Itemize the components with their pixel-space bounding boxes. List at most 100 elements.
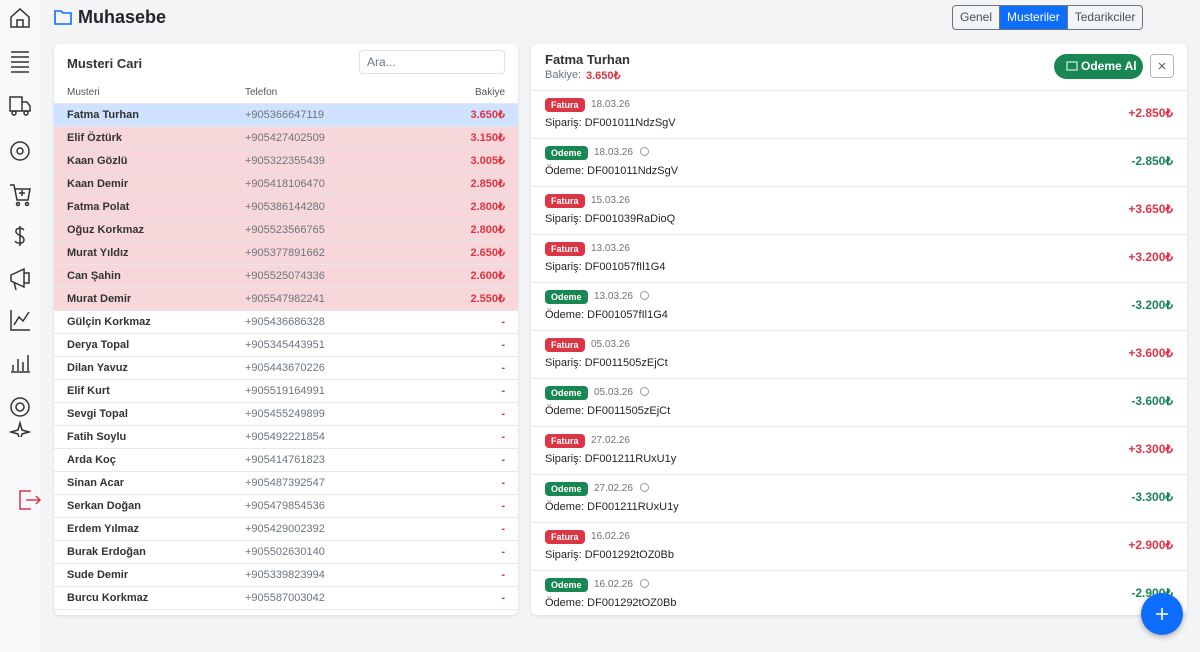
customer-row[interactable]: Can Şahin +905525074336 2.600₺ [54,265,518,288]
table-header: Musteri Telefon Bakiye [54,82,518,104]
transaction-item: Odeme 16.02.26 Ödeme: DF001292tOZ0Bb -2.900… [531,571,1187,615]
info-icon [640,483,649,492]
customer-row[interactable]: Arda Koç +905414761823 - [54,449,518,472]
customer-name: Sinan Acar [67,477,125,489]
customer-row[interactable]: Fatma Polat +905386144280 2.800₺ [54,196,518,219]
transaction-description: Sipariş: DF0011505zEjCt [545,357,668,369]
customer-row[interactable]: Sinan Acar +905487392547 - [54,472,518,495]
customer-balance: - [501,592,505,604]
close-icon [1158,62,1166,70]
money-icon [1066,61,1078,71]
balance-label: Bakiye: [545,69,582,81]
customer-row[interactable]: Fatih Soylu +905492221854 - [54,426,518,449]
customer-name: Burak Erdoğan [67,546,146,558]
logout-icon[interactable] [18,489,42,513]
customer-name: Murat Yıldız [67,247,129,259]
customer-row[interactable]: Kaan Gözlü +905322355439 3.005₺ [54,150,518,173]
customer-balance: - [501,316,505,328]
transaction-amount: +3.600₺ [1128,346,1173,360]
transaction-item: Fatura 16.02.26 Sipariş: DF001292tOZ0Bb +2.… [531,523,1187,571]
transaction-item: Odeme 13.03.26 Ödeme: DF001057fIl1G4 -3.200… [531,283,1187,331]
search-input[interactable]: Ara... [359,50,505,74]
customer-balance: - [501,500,505,512]
add-button[interactable] [1141,593,1183,635]
customer-row[interactable]: Elif Öztürk +905427402509 3.150₺ [54,127,518,150]
transaction-description: Ödeme: DF001211RUxU1y [545,501,679,513]
customer-phone: +905366647119 [245,109,325,121]
type-badge: Fatura [545,98,585,112]
customer-row[interactable]: Oğuz Korkmaz +905523566765 2.800₺ [54,219,518,242]
customer-balance: 2.600₺ [470,270,505,282]
info-icon [640,579,649,588]
tab[interactable]: Tedarikciler [1066,6,1143,29]
customer-balance: - [501,569,505,581]
tab[interactable]: Musteriler [999,6,1067,29]
transaction-amount: -3.200₺ [1131,298,1173,312]
customer-name: Arda Koç [67,454,116,466]
transaction-item: Odeme 18.03.26 Ödeme: DF001011NdzSgV -2.850… [531,139,1187,187]
transaction-item: Fatura 15.03.26 Sipariş: DF001039RaDioQ +3.… [531,187,1187,235]
type-badge: Fatura [545,242,585,256]
type-badge: Odeme [545,386,588,400]
transaction-item: Fatura 13.03.26 Sipariş: DF001057fIl1G4 +3.… [531,235,1187,283]
detail-panel: Fatma Turhan Bakiye: 3.650₺ Odeme Al Fat… [531,44,1187,615]
close-button[interactable] [1150,54,1174,78]
payment-button[interactable]: Odeme Al [1054,54,1143,79]
transaction-date: 27.02.26 [591,435,630,446]
transaction-description: Ödeme: DF0011505zEjCt [545,405,671,417]
page-title: Muhasebe [78,7,167,27]
customer-row[interactable]: Kaan Demir +905418106470 2.850₺ [54,173,518,196]
transaction-description: Ödeme: DF001292tOZ0Bb [545,597,677,609]
transaction-item: Odeme 05.03.26 Ödeme: DF0011505zEjCt -3.600… [531,379,1187,427]
transaction-date: 05.03.26 [591,339,630,350]
payment-button-label: Odeme Al [1081,59,1137,73]
customer-row[interactable]: Fatma Turhan +905366647119 3.650₺ [54,104,518,127]
customer-balance: - [501,385,505,397]
customer-row[interactable]: Derya Topal +905345443951 - [54,334,518,357]
customer-phone: +905547982241 [245,293,325,305]
customer-balance: - [501,362,505,374]
customer-row[interactable]: Burcu Korkmaz +905587003042 - [54,587,518,610]
transaction-amount: +2.900₺ [1128,538,1173,552]
customer-row[interactable]: Dilan Yavuz +905443670226 - [54,357,518,380]
customer-balance: 2.800₺ [470,201,505,213]
transaction-description: Sipariş: DF001292tOZ0Bb [545,549,675,561]
customer-phone: +905414761823 [245,454,325,466]
customer-phone: +905443670226 [245,362,325,374]
customer-balance: - [501,339,505,351]
customer-phone: +905492221854 [245,431,325,443]
transaction-item: Fatura 05.03.26 Sipariş: DF0011505zEjCt +3.… [531,331,1187,379]
customer-row[interactable]: Serkan Doğan +905479854536 - [54,495,518,518]
customer-row[interactable]: Elif Kurt +905519164991 - [54,380,518,403]
sidebar-icons[interactable] [9,7,31,437]
customer-balance: 2.550₺ [470,293,505,305]
transaction-date: 05.03.26 [594,387,633,398]
type-badge: Odeme [545,290,588,304]
customer-balance: 3.150₺ [470,132,505,144]
transaction-date: 13.03.26 [591,243,630,254]
customer-row[interactable]: Erdem Yılmaz +905429002392 - [54,518,518,541]
customer-phone: +905339823994 [245,569,325,581]
customer-name: Sevgi Topal [67,408,128,420]
customer-name: Fatma Turhan [67,109,139,121]
tab[interactable]: Genel [960,10,993,24]
transaction-description: Sipariş: DF001057fIl1G4 [545,261,666,273]
customer-name: Elif Öztürk [67,132,123,144]
customer-row[interactable]: Sude Demir +905339823994 - [54,564,518,587]
transaction-description: Ödeme: DF001011NdzSgV [545,165,679,177]
customer-phone: +905587003042 [245,592,325,604]
customer-row[interactable]: Sevgi Topal +905455249899 - [54,403,518,426]
type-badge: Fatura [545,194,585,208]
customer-row[interactable]: Gülçin Korkmaz +905436686328 - [54,311,518,334]
customer-phone: +905523566765 [245,224,325,236]
customer-row[interactable]: Murat Yıldız +905377891662 2.650₺ [54,242,518,265]
transaction-date: 15.03.26 [591,195,630,206]
type-badge: Odeme [545,146,588,160]
transaction-amount: +2.850₺ [1128,106,1173,120]
tab-group: Genel Musteriler Tedarikciler [952,5,1144,30]
customer-row[interactable]: Murat Demir +905547982241 2.550₺ [54,288,518,311]
customer-row[interactable]: Burak Erdoğan +905502630140 - [54,541,518,564]
transaction-amount: -2.850₺ [1131,154,1173,168]
customer-name: Gülçin Korkmaz [67,316,151,328]
